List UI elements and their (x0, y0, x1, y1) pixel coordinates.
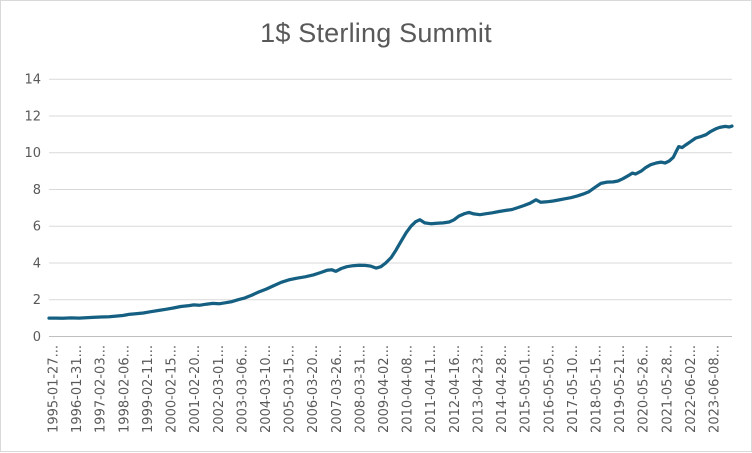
x-axis-tick-label: 1995-01-27... (47, 345, 62, 433)
x-axis-tick-label: 1998-02-06... (117, 345, 132, 433)
y-axis-tick-label: 10 (24, 146, 41, 161)
y-axis-tick-label: 8 (33, 183, 41, 198)
x-axis-tick-label: 2014-04-28... (495, 345, 510, 433)
x-axis-tick-label: 2003-03-06... (235, 345, 250, 433)
y-axis-tick-label: 4 (33, 256, 41, 271)
x-axis-tick-label: 2019-05-21... (613, 345, 628, 433)
x-axis-tick-label: 1996-01-31... (70, 345, 85, 433)
x-axis-tick-label: 2004-03-10... (259, 345, 274, 433)
x-axis-tick-label: 2002-03-01... (212, 345, 227, 433)
x-axis-tick-label: 2017-05-10... (566, 345, 581, 433)
x-axis-tick-label: 2006-03-20... (306, 345, 321, 433)
x-axis-tick-label: 2010-04-08... (401, 345, 416, 433)
x-axis-tick-label: 2008-03-31... (353, 345, 368, 433)
x-axis-tick-label: 2000-02-15... (165, 345, 180, 433)
x-axis-tick-label: 2020-05-26... (637, 345, 652, 433)
y-axis-tick-label: 14 (24, 73, 41, 88)
x-axis-tick-label: 2022-06-02... (684, 345, 699, 433)
x-axis-tick-label: 2016-05-05... (542, 345, 557, 433)
x-axis-tick-label: 2001-02-20... (188, 345, 203, 433)
x-axis-tick-label: 2015-05-01... (519, 345, 534, 433)
x-axis-tick-label: 2009-04-02... (377, 345, 392, 433)
x-axis-tick-label: 2005-03-15... (283, 345, 298, 433)
x-axis-tick-label: 2018-05-15... (589, 345, 604, 433)
y-axis-tick-label: 0 (33, 330, 41, 345)
x-axis-tick-label: 2013-04-23... (471, 345, 486, 433)
series-line (47, 124, 734, 320)
x-axis-tick-label: 2021-05-28... (660, 345, 675, 433)
x-axis-tick-label: 2012-04-16... (448, 345, 463, 433)
y-axis-tick-label: 12 (24, 109, 41, 124)
x-axis-tick-label: 2023-06-08... (708, 345, 723, 433)
x-axis-tick-label: 2007-03-26... (330, 345, 345, 433)
x-axis-tick-label: 1997-02-03... (94, 345, 109, 433)
chart-title: 1$ Sterling Summit (260, 18, 492, 48)
y-axis-tick-label: 6 (33, 220, 41, 235)
x-axis-tick-label: 1999-02-11... (141, 345, 156, 433)
x-axis-tick-label: 2011-04-11... (424, 345, 439, 433)
y-axis-tick-label: 2 (33, 293, 41, 308)
